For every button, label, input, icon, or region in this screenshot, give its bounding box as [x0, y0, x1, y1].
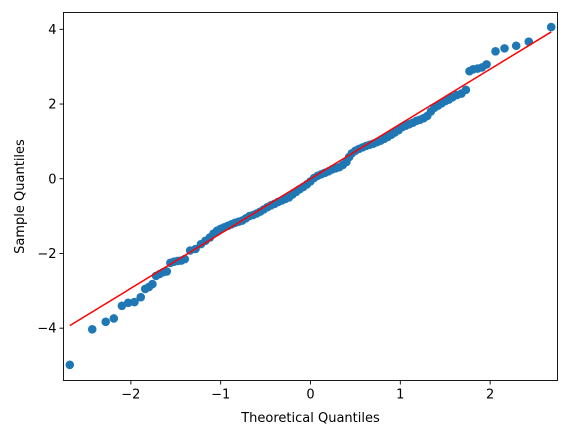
x-tick-label: −2: [121, 388, 140, 403]
y-tick-label: −2: [37, 247, 56, 262]
x-tick-label: 0: [306, 388, 314, 403]
y-tick-label: −4: [37, 322, 56, 337]
data-point: [109, 314, 119, 323]
x-tick-label: 2: [486, 388, 494, 403]
y-tick-label: 4: [48, 23, 56, 38]
axis-ticks-layer: −2 −1 0 1 2 −4 −2 0 2 4: [37, 23, 494, 403]
reference-line: [69, 31, 552, 327]
x-tick-label: −1: [211, 388, 230, 403]
data-point: [101, 317, 111, 327]
y-tick-label: 2: [48, 98, 56, 113]
data-point: [491, 47, 500, 56]
data-point: [162, 267, 172, 276]
data-point: [482, 60, 491, 69]
data-point: [65, 360, 75, 370]
y-tick-label: 0: [48, 172, 56, 187]
x-axis-label: Theoretical Quantiles: [240, 411, 380, 426]
data-point: [148, 279, 157, 289]
data-point: [136, 292, 146, 302]
data-point: [461, 85, 471, 95]
plot-frame: [63, 12, 558, 381]
data-points-layer: [65, 22, 556, 370]
reference-line-layer: [69, 31, 552, 327]
y-axis-label: Sample Quantiles: [13, 139, 28, 254]
data-point: [130, 297, 139, 307]
data-point: [511, 41, 521, 51]
data-point: [87, 325, 97, 334]
data-point: [123, 298, 133, 308]
data-point: [546, 22, 556, 32]
x-tick-label: 1: [396, 388, 404, 403]
data-point: [500, 44, 509, 53]
